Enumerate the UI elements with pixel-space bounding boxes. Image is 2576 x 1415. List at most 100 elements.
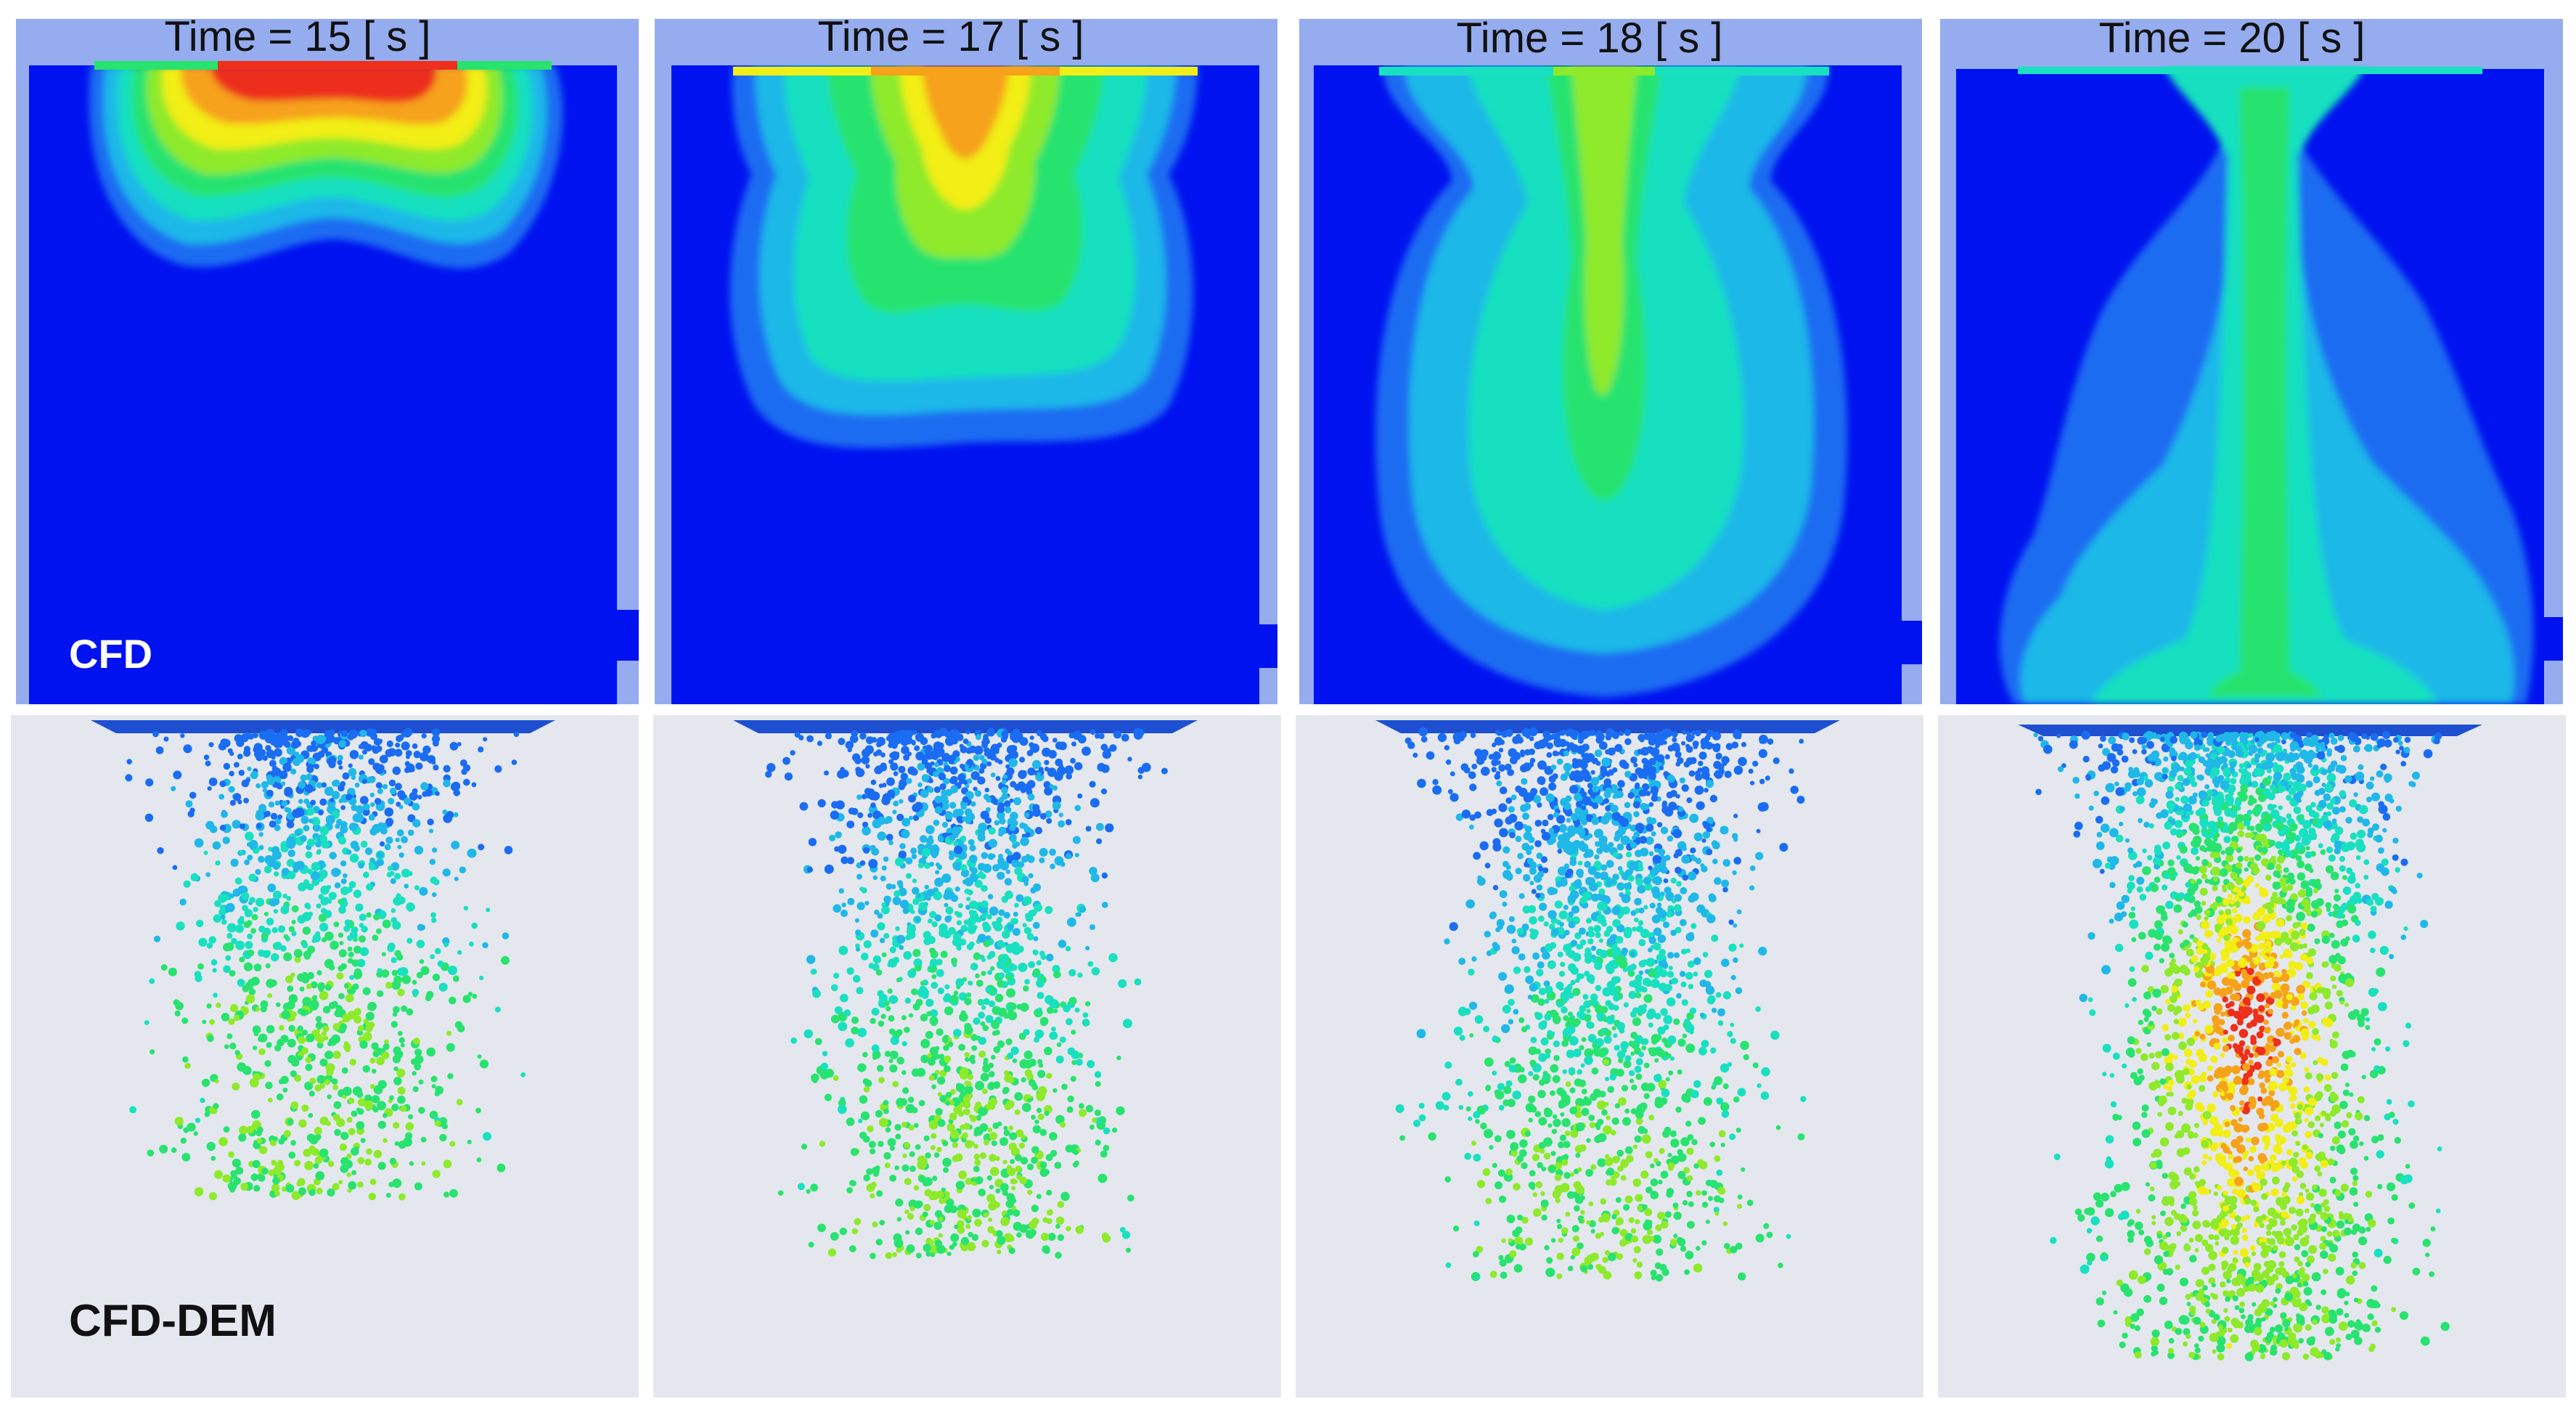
dem-particle [909,1151,915,1157]
dem-particle [332,1051,341,1059]
dem-particle [355,805,364,814]
dem-particle [1704,788,1709,793]
dem-particle [212,841,221,850]
dem-particle [1475,1275,1480,1280]
dem-particle [1565,1081,1571,1088]
dem-particle [863,1086,870,1093]
dem-particle [397,844,402,849]
dem-particle [1607,1085,1614,1093]
dem-particle [871,737,878,743]
dem-particle [958,992,968,1001]
dem-particle [1001,896,1009,903]
dem-particle [125,774,133,782]
dem-particle [1657,909,1667,918]
dem-particle [1587,833,1593,839]
dem-particle [928,1120,939,1130]
dem-particle [1416,1029,1426,1039]
dem-particle [1509,831,1516,839]
dem-particle [1514,1236,1524,1246]
dem-particle [1624,926,1632,935]
dem-particle [955,978,965,987]
dem-particle [829,834,836,841]
dem-particle [224,1044,229,1049]
dem-particle [412,819,421,828]
dem-particle [370,745,377,751]
dem-particle [1702,831,1711,839]
dem-particle [286,1000,295,1010]
dem-particle [1492,742,1497,748]
dem-particle [309,758,316,765]
dem-particle [978,767,985,774]
dem-particle [1720,1063,1730,1073]
dem-particle [239,850,244,855]
dem-particle [1546,752,1553,758]
dem-particle [1619,1027,1625,1034]
dem-particle [1009,824,1016,831]
dem-particle [384,807,394,817]
dem-particle [1568,921,1576,929]
dem-particle [2259,1223,2265,1228]
dem-particle [1036,772,1042,777]
dem-particle [392,766,401,775]
dem-particle [417,794,422,800]
dem-particle [784,772,793,781]
dem-particle [404,797,412,805]
dem-particle [1621,872,1630,881]
dem-particle [273,909,278,914]
dem-particle [155,746,164,754]
dem-particle [1659,765,1664,771]
dem-particle [943,1167,949,1173]
panel-time-label: Time = 15 [ s ] [165,13,431,60]
dem-particle [997,1249,1002,1255]
dem-particle [2220,850,2225,855]
dem-particle [1584,1048,1594,1058]
dem-particle [153,935,161,942]
dem-particle [406,937,413,944]
dem-particle [365,777,372,784]
dem-particle [319,1059,328,1067]
dem-particle [1588,1201,1594,1207]
dem-particle [331,780,338,787]
dem-particle [1673,1018,1680,1025]
dem-particle [945,1101,951,1106]
dem-particle [1502,1099,1510,1106]
dem-particle [291,1191,300,1200]
dem-particle [903,754,910,761]
dem-particle [936,1076,946,1085]
dem-particle [1089,924,1095,930]
dem-particle [964,888,970,894]
dem-particle [890,751,900,761]
dem-particle [511,759,518,765]
dem-particle [944,902,949,908]
dem-particle [1075,912,1080,917]
dem-particle [997,979,1005,988]
dem-particle [1590,945,1597,951]
dem-particle [348,763,353,768]
dem-particle [904,998,912,1004]
dem-particle [1551,928,1559,937]
dem-particle [181,1017,189,1024]
dem-particle [2247,1078,2255,1085]
dem-particle [325,1063,335,1073]
dem-particle [903,951,912,960]
dem-particle [1535,892,1541,899]
dem-particle [1534,1048,1541,1055]
dem-particle [1455,1078,1463,1086]
dem-particle [1491,767,1497,772]
dem-particle [1641,1134,1651,1144]
dem-particle [1055,1223,1060,1229]
dem-particle [471,782,477,788]
dem-particle [944,764,951,772]
dem-particle [1395,1104,1404,1113]
dem-particle [957,941,963,946]
dem-particle [1044,810,1052,818]
dem-particle [892,810,897,815]
dem-particle [1633,811,1640,817]
dem-particle [765,770,772,778]
dem-particle [1594,961,1603,971]
dem-particle [1054,772,1063,781]
dem-particle [1673,1233,1678,1239]
dem-particle [274,942,282,950]
dem-particle [175,1001,184,1011]
dem-particle [1023,1051,1033,1059]
